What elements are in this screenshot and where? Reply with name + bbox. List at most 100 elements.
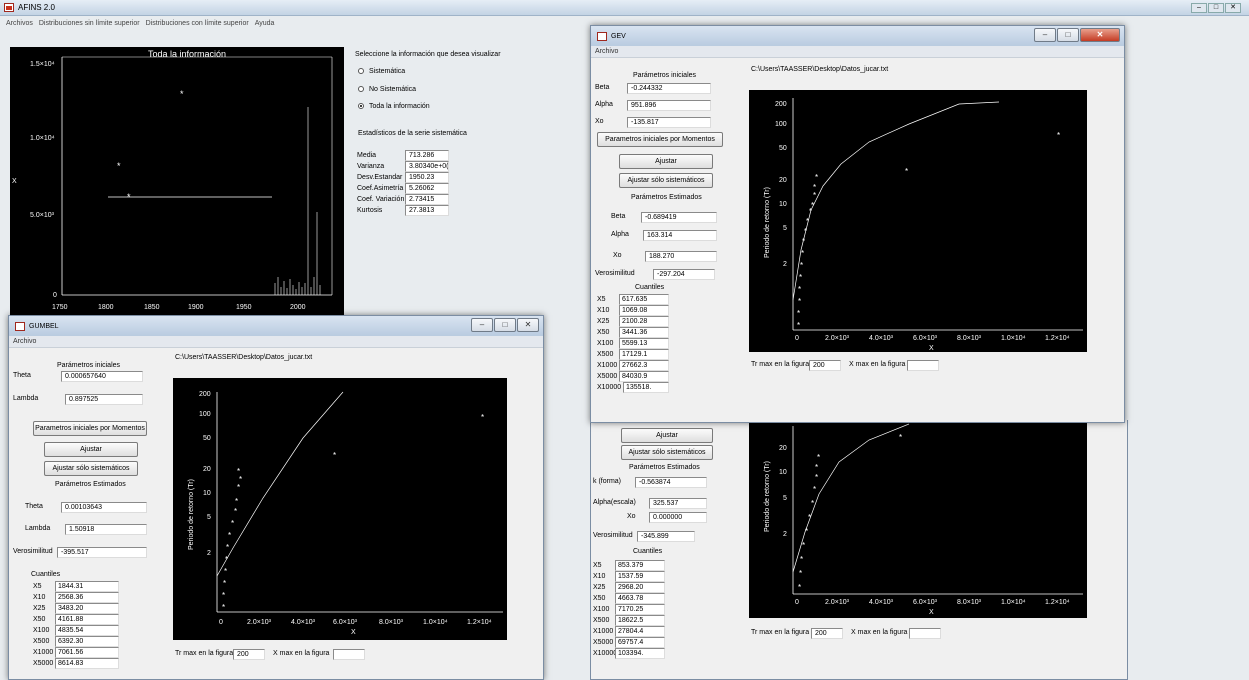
- quantiles-table: X5 1844.31 X10 2568.36 X25 3483.20 X50 4161.…: [33, 581, 119, 669]
- svg-text:200: 200: [775, 101, 787, 108]
- quantile-row: X100 4835.54: [33, 625, 119, 636]
- svg-text:*: *: [223, 579, 226, 588]
- radio-sistematica-label: Sistemática: [369, 68, 406, 75]
- svg-text:*: *: [797, 309, 800, 318]
- svg-text:1.0×10⁴: 1.0×10⁴: [1001, 599, 1026, 606]
- tr-max-input[interactable]: 200: [809, 360, 841, 371]
- lambda-input[interactable]: 0.897525: [65, 394, 143, 405]
- svg-text:*: *: [808, 513, 811, 522]
- fit-button[interactable]: Ajustar: [621, 428, 713, 443]
- app-titlebar: AFINS 2.0 – □ ✕: [0, 0, 1249, 16]
- quantile-row: X500 17129.1: [597, 349, 669, 360]
- fit-button[interactable]: Ajustar: [44, 442, 138, 457]
- fit-button[interactable]: Ajustar: [619, 154, 713, 169]
- svg-text:*: *: [117, 161, 121, 171]
- menu-archivos[interactable]: Archivos: [6, 19, 33, 27]
- gev-window-controls: – □ ✕: [1034, 28, 1120, 42]
- svg-text:*: *: [811, 499, 814, 508]
- main-data-plot: Toda la información 1.5×10⁴ 1.0×10⁴ 5.0×…: [10, 47, 344, 317]
- close-icon[interactable]: ✕: [1225, 3, 1241, 13]
- xo-label: Xo: [627, 513, 636, 520]
- alpha-field: 325.537: [649, 498, 707, 509]
- x-max-input[interactable]: [909, 628, 941, 639]
- quantile-row: X25 2100.28: [597, 316, 669, 327]
- svg-text:*: *: [180, 89, 184, 99]
- svg-text:20: 20: [203, 466, 211, 473]
- xo-input[interactable]: -135.817: [627, 117, 711, 128]
- quant-title: Cuantiles: [635, 284, 665, 291]
- ver-field: -395.517: [57, 547, 147, 558]
- svg-text:*: *: [813, 485, 816, 494]
- gumbel-init-title: Parámetros iniciales: [57, 362, 121, 369]
- tr-max-input[interactable]: 200: [233, 649, 265, 660]
- menu-archivo[interactable]: Archivo: [595, 48, 619, 55]
- x-max-input[interactable]: [907, 360, 939, 371]
- minimize-icon[interactable]: –: [1191, 3, 1207, 13]
- theta-input[interactable]: 0.000657640: [61, 371, 143, 382]
- maximize-icon[interactable]: □: [1057, 28, 1079, 42]
- menu-sin-limite[interactable]: Distribuciones sin límite superior: [38, 19, 140, 27]
- svg-text:*: *: [809, 207, 812, 216]
- xo-est-field: 188.270: [645, 251, 717, 262]
- svg-text:2: 2: [783, 531, 787, 538]
- close-icon[interactable]: ✕: [517, 318, 539, 332]
- svg-text:1.2×10⁴: 1.2×10⁴: [1045, 335, 1070, 342]
- minimize-icon[interactable]: –: [471, 318, 493, 332]
- fit-sys-button[interactable]: Ajustar sólo sistemáticos: [621, 445, 713, 460]
- gev-titlebar: GEV – □ ✕: [591, 26, 1124, 46]
- svg-text:8.0×10³: 8.0×10³: [379, 619, 404, 626]
- maximize-icon[interactable]: □: [494, 318, 516, 332]
- svg-text:100: 100: [199, 411, 211, 418]
- menu-ayuda[interactable]: Ayuda: [254, 19, 275, 27]
- radio-toda-info[interactable]: [358, 103, 364, 109]
- svg-text:*: *: [235, 497, 238, 506]
- svg-text:X: X: [351, 629, 356, 636]
- alpha-input[interactable]: 951.896: [627, 100, 711, 111]
- quantile-row: X5 853.379: [593, 560, 665, 571]
- svg-text:*: *: [905, 167, 908, 176]
- svg-text:X: X: [12, 178, 17, 185]
- svg-text:*: *: [222, 591, 225, 600]
- quantile-row: X50 4161.88: [33, 614, 119, 625]
- k-label: k (forma): [593, 478, 621, 485]
- svg-text:5: 5: [207, 514, 211, 521]
- menu-archivo[interactable]: Archivo: [13, 338, 37, 345]
- svg-text:1750: 1750: [52, 304, 68, 311]
- close-icon[interactable]: ✕: [1080, 28, 1120, 42]
- alpha-label: Alpha(escala): [593, 499, 636, 506]
- beta-input[interactable]: -0.244332: [627, 83, 711, 94]
- fit-sys-button[interactable]: Ajustar sólo sistemáticos: [619, 173, 713, 188]
- svg-text:4.0×10³: 4.0×10³: [291, 619, 316, 626]
- minimize-icon[interactable]: –: [1034, 28, 1056, 42]
- xo-est-label: Xo: [613, 252, 622, 259]
- quantile-row: X100 7170.25: [593, 604, 665, 615]
- maximize-icon[interactable]: □: [1208, 3, 1224, 13]
- quantile-row: X25 2968.20: [593, 582, 665, 593]
- svg-text:5.0×10³: 5.0×10³: [30, 212, 55, 219]
- moments-button[interactable]: Parametros iniciales por Momentos: [33, 421, 147, 436]
- svg-text:*: *: [899, 433, 902, 442]
- menu-con-limite[interactable]: Distribuciones con límite superior: [145, 19, 249, 27]
- fit-sys-button[interactable]: Ajustar sólo sistemáticos: [44, 461, 138, 476]
- radio-no-sistematica[interactable]: [358, 86, 364, 92]
- x-max-input[interactable]: [333, 649, 365, 660]
- stats-title: Estadísticos de la serie sistemática: [358, 130, 467, 137]
- svg-text:*: *: [817, 453, 820, 462]
- quantile-row: X1000 7061.56: [33, 647, 119, 658]
- svg-text:8.0×10³: 8.0×10³: [957, 335, 982, 342]
- xo-label: Xo: [595, 118, 604, 125]
- gev-return-plot: 200 100 50 20 10 5 2 0 2.0×10³ 4.0×10³ 6.0×10…: [749, 90, 1087, 352]
- svg-text:6.0×10³: 6.0×10³: [333, 619, 358, 626]
- svg-text:200: 200: [199, 391, 211, 398]
- moments-button[interactable]: Parametros iniciales por Momentos: [597, 132, 723, 147]
- ver-label: Verosimilitud: [593, 532, 633, 539]
- svg-text:1.5×10⁴: 1.5×10⁴: [30, 61, 55, 68]
- x-max-label: X max en la figura: [273, 650, 330, 657]
- tr-max-input[interactable]: 200: [811, 628, 843, 639]
- stat-row: Varianza 3.80340e+0(: [357, 161, 449, 172]
- radio-sistematica[interactable]: [358, 68, 364, 74]
- svg-text:*: *: [333, 451, 336, 460]
- x-max-label: X max en la figura: [849, 361, 906, 368]
- svg-text:10: 10: [779, 469, 787, 476]
- beta-label: Beta: [595, 84, 610, 91]
